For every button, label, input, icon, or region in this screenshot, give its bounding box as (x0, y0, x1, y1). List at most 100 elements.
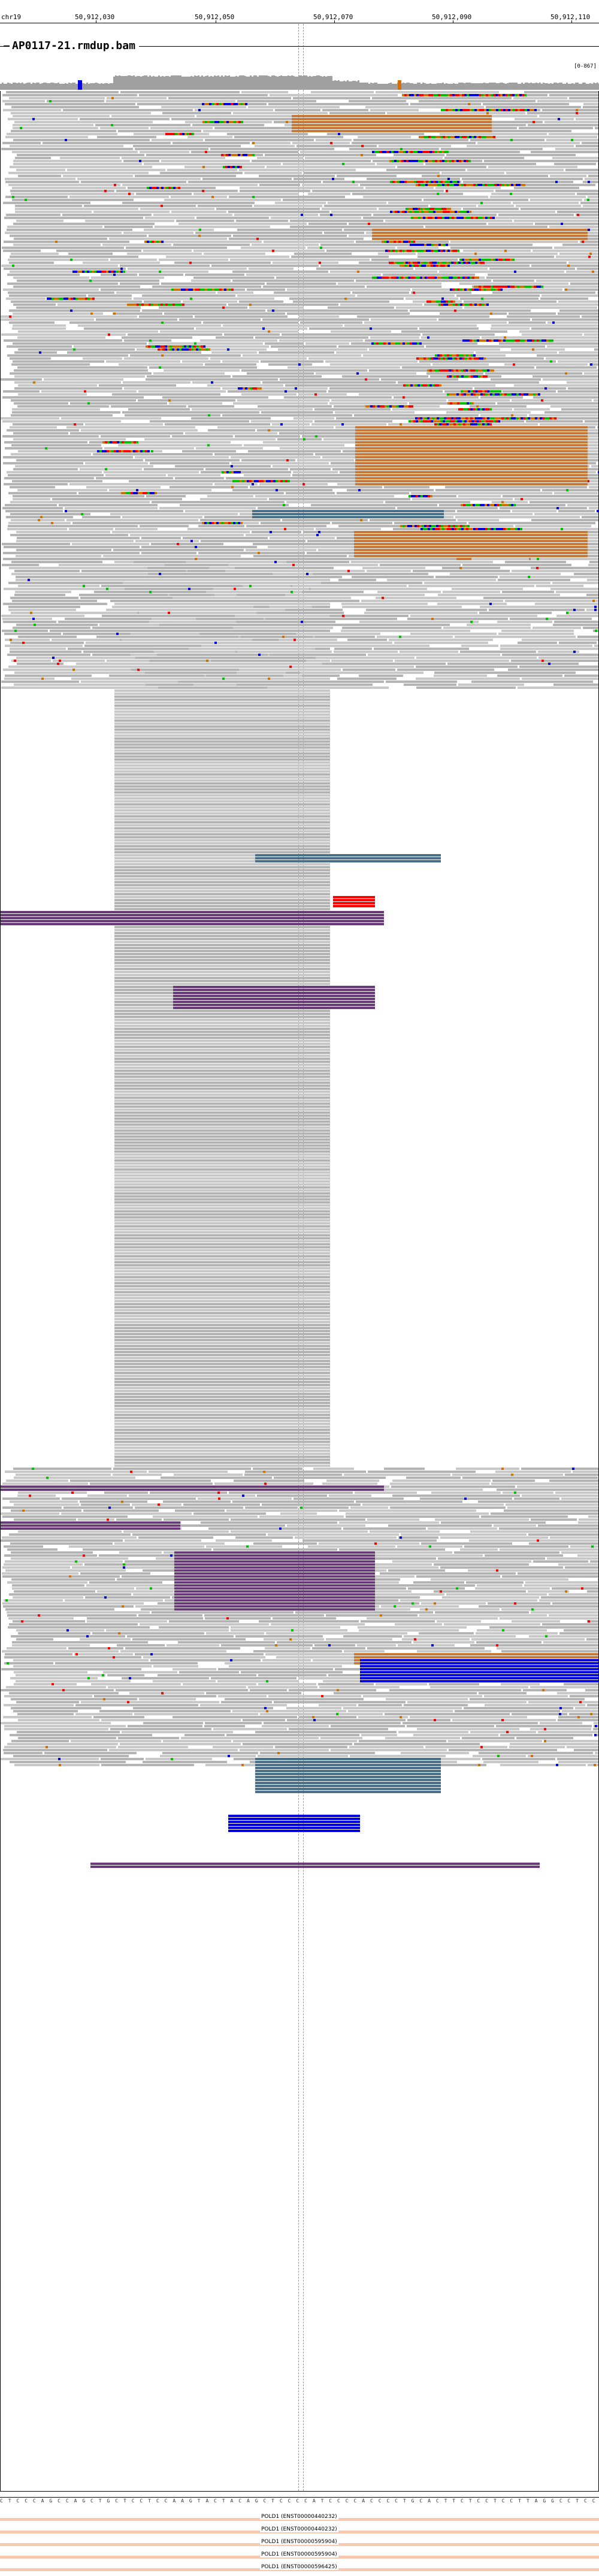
mismatch-run (428, 420, 430, 423)
coverage-bar (286, 76, 288, 90)
mismatch-run (493, 288, 495, 291)
read (206, 675, 283, 677)
read (180, 504, 289, 506)
mismatch (275, 1644, 277, 1647)
mismatch-run (450, 181, 452, 183)
mismatch-run (498, 288, 500, 291)
gene-feature[interactable]: POLD1 (ENST00000440232) (0, 2514, 599, 2525)
read (286, 561, 349, 563)
mismatch (566, 612, 568, 614)
sequence-divider (0, 2497, 599, 2498)
read (471, 681, 593, 683)
mismatch-run (235, 103, 238, 105)
track-title[interactable]: AP0117-21.rmdup.bam (4, 40, 139, 52)
mismatch-run (158, 348, 160, 351)
mismatch-run (390, 181, 392, 183)
read (514, 220, 598, 222)
mismatch (556, 507, 559, 509)
read (4, 1656, 141, 1658)
read (125, 582, 216, 584)
read (387, 579, 496, 581)
mismatch-run (394, 151, 396, 153)
read (122, 1575, 213, 1578)
mismatch (70, 259, 72, 261)
read (420, 244, 533, 246)
read (561, 1551, 598, 1554)
mismatch-run (187, 133, 189, 135)
mismatch-run (517, 285, 519, 288)
read (114, 932, 330, 934)
alignment-panel[interactable] (0, 91, 599, 2492)
mismatch-run (459, 420, 462, 423)
mismatch-run (445, 265, 447, 267)
mismatch-run (149, 241, 152, 243)
read (477, 1584, 522, 1587)
mismatch (496, 1569, 498, 1572)
read (82, 516, 120, 518)
read (114, 1381, 330, 1383)
read (114, 1108, 330, 1111)
read (114, 1291, 330, 1293)
ruler[interactable]: chr19 50,912,030 50,912,050 50,912,070 5… (0, 0, 599, 24)
read (133, 1707, 273, 1709)
read (331, 399, 446, 402)
read (114, 1237, 330, 1240)
read (161, 282, 265, 285)
read (114, 1444, 330, 1446)
read (367, 1617, 498, 1620)
mismatch-run (468, 390, 470, 393)
coverage-track[interactable] (0, 69, 599, 90)
coverage-bar (104, 83, 106, 90)
gene-feature[interactable]: POLD1 (ENST00000596425) (0, 2564, 599, 2575)
read (12, 1641, 148, 1644)
gene-feature[interactable]: POLD1 (ENST00000595904) (0, 2551, 599, 2562)
coverage-bar (266, 75, 268, 90)
track-header[interactable]: AP0117-21.rmdup.bam (0, 40, 599, 53)
mismatch-run (489, 109, 491, 111)
read (460, 651, 536, 653)
mismatch-run (447, 265, 450, 267)
read (477, 142, 580, 144)
mismatch-run (450, 94, 452, 96)
read (461, 645, 498, 647)
mismatch-run (459, 94, 462, 96)
mismatch-run (537, 417, 540, 420)
mismatch-run (226, 288, 229, 291)
mismatch-run (486, 288, 488, 291)
gene-feature[interactable]: POLD1 (ENST00000440232) (0, 2526, 599, 2537)
read (116, 291, 216, 294)
gene-track[interactable]: POLD1 (ENST00000440232) POLD1 (ENST00000… (0, 2514, 599, 2576)
gene-feature[interactable]: POLD1 (ENST00000595904) (0, 2539, 599, 2550)
read (488, 223, 533, 225)
coverage-bar (40, 84, 41, 90)
read (114, 1261, 330, 1263)
mismatch (21, 1620, 23, 1623)
mismatch-run (518, 109, 520, 111)
alignment-reads[interactable] (1, 91, 598, 2491)
read (300, 672, 423, 674)
read (13, 324, 66, 327)
read (298, 1677, 385, 1679)
mismatch-run (544, 339, 546, 342)
mismatch-run (412, 525, 415, 527)
mismatch-run (473, 417, 475, 420)
mismatch (361, 154, 363, 156)
mismatch (268, 678, 270, 680)
read (149, 660, 209, 662)
mismatch-run (417, 342, 419, 345)
read (474, 387, 566, 390)
read (114, 836, 330, 839)
mismatch-run (396, 262, 398, 264)
mismatch-run (466, 375, 468, 378)
read (458, 495, 501, 497)
read (95, 124, 190, 126)
read (114, 758, 330, 761)
mismatch-run (442, 217, 444, 219)
mismatch-run (447, 528, 449, 530)
mismatch-run (184, 133, 187, 135)
mismatch-run (99, 271, 101, 273)
read (313, 1659, 370, 1661)
read (373, 214, 497, 216)
mismatch-run (261, 480, 264, 482)
read (4, 1554, 97, 1557)
